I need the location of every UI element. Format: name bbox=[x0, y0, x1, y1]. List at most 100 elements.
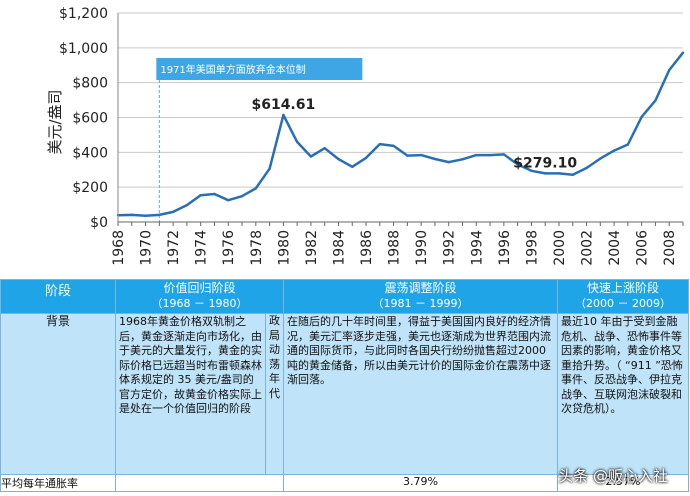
event-layer: 1971年美国单方面放弃金本位制 bbox=[156, 58, 363, 222]
phase-2-header: 震荡调整阶段 （1981 － 1999） bbox=[283, 279, 559, 314]
data-point bbox=[268, 167, 271, 170]
x-tick-label: 1990 bbox=[414, 230, 430, 266]
data-point bbox=[144, 214, 147, 217]
vertical-note-char: 动 bbox=[269, 343, 280, 356]
data-point bbox=[530, 169, 533, 172]
annotation-layer: $614.61 $279.10 bbox=[251, 97, 577, 171]
phase-2-background: 在随后的几十年时间里，得益于美国国内良好的经济情况，美元汇率逐步走强，美元也逐渐… bbox=[283, 313, 559, 475]
data-point bbox=[185, 203, 189, 207]
x-tick-label: 1998 bbox=[524, 230, 540, 266]
annotation-label: $279.10 bbox=[513, 155, 577, 171]
data-point bbox=[640, 115, 643, 119]
inflation-row: 平均每年通胀率 3.79% 2.57% bbox=[0, 474, 690, 492]
data-point bbox=[282, 113, 285, 117]
phase-3-range: （2000 － 2009） bbox=[575, 297, 671, 310]
data-point bbox=[599, 157, 602, 160]
annotation-label: $614.61 bbox=[251, 97, 315, 113]
x-tick-label: 1988 bbox=[387, 230, 403, 266]
x-tick-label: 1978 bbox=[249, 230, 265, 266]
x-tick-label: 2000 bbox=[552, 230, 568, 266]
data-point bbox=[626, 143, 630, 146]
phase-table: 阶段 价值回归阶段 （1968 － 1980） 震荡调整阶段 （1981 － 1… bbox=[0, 279, 690, 492]
data-point bbox=[461, 158, 464, 161]
data-point bbox=[171, 210, 175, 214]
x-tick-label: 2006 bbox=[635, 230, 651, 266]
vertical-note-char: 局 bbox=[269, 328, 280, 342]
phase-3-background: 最近10 年由于受到金融危机、战争、恐怖事件等因素的影响，黄金价格又重拾升势。（… bbox=[557, 313, 690, 475]
data-point bbox=[323, 146, 326, 150]
data-point bbox=[475, 153, 478, 157]
vertical-note: 政 局 动 荡 年 代 bbox=[264, 313, 285, 475]
x-tick-label: 1986 bbox=[359, 230, 375, 266]
x-tick-label: 1968 bbox=[111, 230, 127, 266]
stage-header: 阶段 bbox=[0, 279, 116, 314]
data-point bbox=[309, 155, 313, 158]
phase-1-inflation bbox=[114, 474, 285, 492]
x-tick-label: 1972 bbox=[166, 230, 182, 266]
vertical-note-char: 代 bbox=[269, 386, 280, 400]
data-point bbox=[433, 157, 437, 161]
data-point bbox=[557, 172, 561, 175]
data-point bbox=[199, 193, 202, 197]
watermark: 头条 @贩心入社 bbox=[558, 467, 668, 485]
line-layer bbox=[116, 51, 685, 217]
y-tick-label: $200 bbox=[72, 180, 108, 196]
event-label: 1971年美国单方面放弃金本位制 bbox=[160, 63, 305, 76]
data-point bbox=[571, 173, 574, 177]
data-point bbox=[406, 154, 409, 157]
event-label-box bbox=[156, 58, 363, 80]
x-tick-label: 2004 bbox=[607, 230, 623, 266]
data-point bbox=[612, 149, 616, 152]
x-tick-label: 1984 bbox=[331, 230, 347, 266]
data-point bbox=[227, 199, 230, 202]
phase-3-text: 最近10 年由于受到金融危机、战争、恐怖事件等因素的影响，黄金价格又重拾升势。（… bbox=[561, 315, 683, 415]
grid-layer bbox=[118, 12, 683, 223]
phase-2-inflation: 3.79% bbox=[283, 474, 559, 492]
y-tick-label: $800 bbox=[72, 76, 108, 92]
x-tick-label: 1974 bbox=[194, 230, 210, 266]
data-point bbox=[337, 157, 340, 161]
y-tick-label: $400 bbox=[72, 145, 108, 161]
phase-1-text: 1968年黄金价格双轨制之后，黄金逐渐走向市场化，由于美元的大量发行，黄金的实际… bbox=[119, 315, 262, 415]
data-point bbox=[130, 213, 133, 217]
x-tick-label: 2008 bbox=[662, 230, 678, 266]
data-point bbox=[351, 165, 354, 168]
inflation-label: 平均每年通胀率 bbox=[0, 474, 116, 492]
data-point bbox=[378, 142, 382, 146]
phase-3-inflation: 2.57% bbox=[557, 474, 690, 492]
y-tick-label: $600 bbox=[72, 111, 108, 127]
vertical-note-char: 年 bbox=[269, 372, 280, 385]
data-point bbox=[543, 172, 547, 175]
data-point bbox=[585, 166, 588, 170]
phase-3-title: 快速上涨阶段 bbox=[587, 281, 660, 295]
gold-price-chart: 美元/盎司 1971年美国单方面放弃金本位制 $0 $200 $400 $600 $80… bbox=[46, 6, 685, 266]
phase-1-title: 价值回归阶段 bbox=[163, 281, 236, 295]
data-point bbox=[254, 187, 258, 190]
x-tick-label: 1994 bbox=[469, 230, 485, 266]
table-header-row: 阶段 价值回归阶段 （1968 － 1980） 震荡调整阶段 （1981 － 1… bbox=[0, 279, 690, 314]
x-tick-label: 2002 bbox=[580, 230, 596, 266]
x-tick-label: 1996 bbox=[497, 230, 513, 266]
data-point bbox=[240, 195, 244, 198]
phase-2-title: 震荡调整阶段 bbox=[384, 281, 457, 295]
y-tick-label: $1,200 bbox=[59, 6, 108, 22]
data-point bbox=[447, 160, 450, 164]
y-tick-label: $0 bbox=[90, 215, 108, 231]
background-row: 背景 1968年黄金价格双轨制之后，黄金逐渐走向市场化，由于美元的大量发行，黄金… bbox=[0, 313, 690, 475]
x-tick-label: 1976 bbox=[221, 230, 237, 266]
phase-3-header: 快速上涨阶段 （2000 － 2009） bbox=[557, 279, 690, 314]
x-tick-label: 1980 bbox=[276, 230, 292, 266]
phase-1-range: （1968 － 1980） bbox=[151, 297, 248, 310]
data-point bbox=[364, 156, 368, 160]
data-point bbox=[392, 144, 395, 148]
data-point bbox=[516, 163, 519, 166]
x-tick-label: 1982 bbox=[304, 230, 320, 266]
y-tick-label: $1,000 bbox=[59, 41, 108, 57]
y-axis-title: 美元/盎司 bbox=[46, 89, 64, 154]
axis-layer: $0 $200 $400 $600 $800 $1,000 $1,200 1968 1970 19… bbox=[59, 6, 684, 266]
vertical-note-char: 政 bbox=[269, 314, 280, 327]
data-point bbox=[488, 153, 492, 157]
phase-1-header: 价值回归阶段 （1968 － 1980） bbox=[114, 279, 285, 314]
x-tick-label: 1992 bbox=[442, 230, 458, 266]
data-point bbox=[654, 99, 657, 102]
